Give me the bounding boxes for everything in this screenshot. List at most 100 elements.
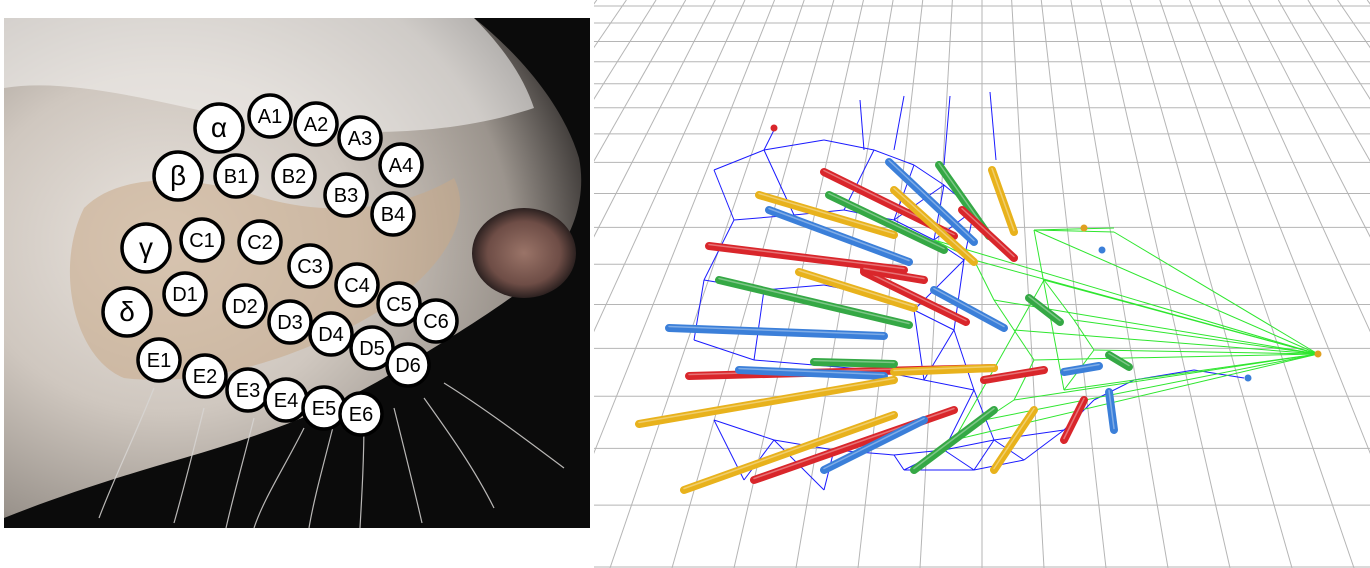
mesh-edge-green [993, 299, 1015, 331]
whisker-rod [860, 266, 928, 284]
whisker-label-text: C1 [189, 230, 215, 252]
whisker-rod [1025, 294, 1064, 326]
tip-node [1098, 246, 1106, 254]
whisker-label-C4: C4 [334, 262, 380, 308]
whisker-rod [910, 406, 998, 474]
mesh-edge-green [953, 353, 1319, 441]
whisker-label-D1: D1 [162, 271, 208, 317]
whisker-label-B2: B2 [271, 153, 317, 199]
whisker-rod [755, 191, 898, 239]
mesh-edge [713, 149, 765, 171]
whisker-label-text: D1 [172, 284, 198, 306]
whisker-label-alpha: α [193, 102, 245, 154]
mesh-edge [859, 99, 865, 151]
whisker-label-text: E5 [312, 398, 336, 420]
whisker-rod [890, 186, 978, 266]
mesh-edge [713, 169, 735, 221]
whisker-rod [765, 206, 913, 266]
whisker-label-text: B3 [334, 185, 358, 207]
mesh-edge-green [973, 259, 995, 301]
mesh-edge [1023, 429, 1065, 461]
grid-line [1277, 0, 1370, 162]
whisker-label-A2: A2 [293, 101, 339, 147]
whisker-rod [1060, 362, 1103, 376]
whisker-label-E3: E3 [225, 367, 271, 413]
whisker-rod [930, 286, 1008, 332]
grid-line [1129, 0, 1293, 568]
mesh-edge-green [933, 239, 1319, 355]
whisker-label-text: B4 [381, 204, 405, 226]
whisker-label-text: E2 [193, 366, 217, 388]
mesh-edge [823, 139, 875, 151]
whisker-rod [715, 276, 913, 329]
mesh-edge [763, 129, 775, 151]
whisker-rod [825, 191, 948, 254]
mesh-edge-green [1013, 359, 1035, 401]
whisker-label-text: C6 [423, 311, 449, 333]
mesh-edge [893, 219, 935, 241]
grid-line [594, 0, 746, 333]
whisker-label-text: A1 [258, 106, 282, 128]
tip-node [770, 124, 778, 132]
whisker-rod [958, 206, 1018, 262]
grid-line [594, 0, 776, 455]
whisker-label-text: δ [119, 296, 135, 327]
mesh-edge-green [1013, 329, 1319, 355]
grid-line [594, 0, 627, 49]
whisker-label-E1: E1 [136, 337, 182, 383]
fur-tan-patch [69, 178, 461, 380]
mesh-edge [843, 149, 875, 211]
whisker-tips [770, 124, 1322, 382]
mesh-edge [693, 339, 755, 361]
whisker-label-A1: A1 [247, 93, 293, 139]
mesh-edge-green [1073, 319, 1319, 355]
whisker-label-text: E4 [274, 390, 298, 412]
mesh-edge [913, 164, 945, 186]
whisker-label-D3: D3 [267, 299, 313, 345]
whisker-label-text: A4 [389, 155, 413, 177]
whisker-strands [98, 382, 565, 528]
grid-line [609, 0, 805, 568]
whisker-label-text: C4 [344, 275, 370, 297]
mesh-edge [993, 429, 1065, 441]
whisker-rod [680, 411, 898, 494]
grid-line [1218, 0, 1370, 333]
whisker-label-text: B1 [224, 166, 248, 188]
whisker-rod [635, 376, 898, 428]
perspective-grid [594, 0, 1370, 568]
mesh-edge [953, 329, 975, 391]
grid-line [594, 0, 716, 238]
tip-node [1080, 224, 1088, 232]
mesh-edge [713, 419, 775, 441]
mesh-edge [943, 449, 975, 471]
mesh-edge-green [1113, 231, 1319, 355]
whisker-label-delta: δ [101, 286, 153, 338]
mesh-edge-green [1033, 229, 1115, 233]
whisker-rod [990, 406, 1038, 474]
whisker-rod [1105, 351, 1133, 371]
mesh-edge [973, 439, 995, 471]
grid-line [1248, 0, 1370, 238]
whisker-rod [795, 268, 918, 312]
whisker-rod [820, 416, 928, 474]
grid-line [919, 0, 953, 568]
grid-line [594, 0, 598, 5]
grid-line [594, 0, 687, 162]
grid-line [1307, 0, 1370, 100]
mesh-edge [873, 149, 915, 166]
whisker-label-D4: D4 [308, 311, 354, 357]
whisker-label-C2: C2 [237, 219, 283, 265]
whisker-label-D6: D6 [385, 342, 431, 388]
whisker-label-E5: E5 [301, 385, 347, 431]
grid-line [1159, 0, 1355, 568]
whisker-label-E6: E6 [338, 391, 384, 437]
whisker-label-C3: C3 [287, 243, 333, 289]
mesh-edge [893, 95, 905, 151]
mesh-edge-green [1033, 229, 1319, 355]
whisker-label-text: D3 [277, 312, 303, 334]
mesh-edge [753, 359, 815, 366]
whisker-label-E4: E4 [263, 377, 309, 423]
grid-line [1337, 0, 1370, 49]
whisker-rod [705, 242, 908, 274]
whisker-label-D5: D5 [349, 325, 395, 371]
